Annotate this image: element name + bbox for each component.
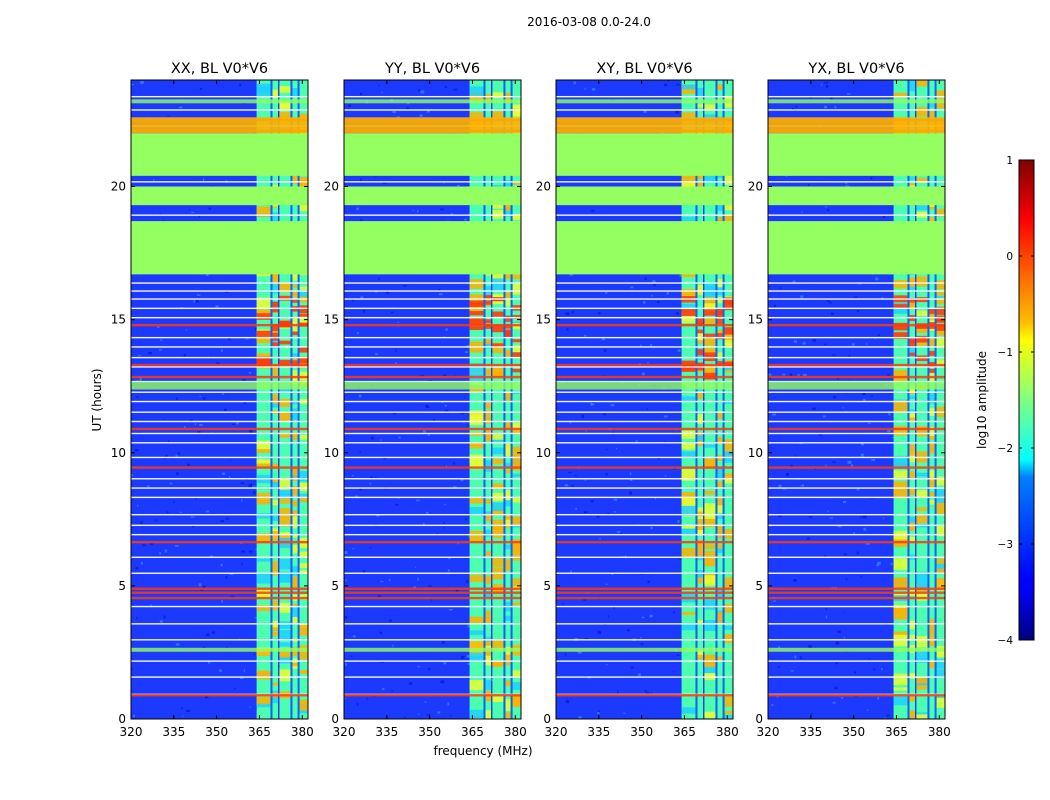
colorbar-tick-label: 1: [1006, 155, 1013, 167]
y-tick-label: 0: [755, 712, 763, 726]
x-tick-label: 320: [120, 725, 143, 739]
y-tick-label: 15: [748, 313, 763, 327]
y-tick-label: 0: [543, 712, 551, 726]
rfi-band: [697, 80, 704, 719]
rfi-band: [492, 80, 504, 719]
y-tick-label: 10: [748, 446, 763, 460]
x-tick-label: 335: [162, 725, 185, 739]
x-tick-label: 365: [673, 725, 696, 739]
rfi-band: [916, 80, 928, 719]
x-tick-label: 335: [375, 725, 398, 739]
y-tick-label: 15: [536, 313, 551, 327]
x-tick-label: 350: [842, 725, 865, 739]
y-tick-label: 5: [755, 579, 763, 593]
x-tick-label: 380: [928, 725, 951, 739]
y-tick-label: 5: [331, 579, 339, 593]
panel-1: XX, BL V0*V6 320 335 350 365 380 0 5 10 15 20: [111, 61, 314, 739]
x-tick-label: 335: [587, 725, 610, 739]
x-tick-label: 380: [504, 725, 527, 739]
heatmap-image: [344, 80, 521, 719]
plot-frame: [130, 79, 309, 720]
panel-3: XY, BL V0*V6 320 335 350 365 380 0 5 10 15 20: [536, 61, 739, 739]
x-tick-label: 380: [291, 725, 314, 739]
y-tick-label: 5: [543, 579, 551, 593]
x-tick-label: 320: [333, 725, 356, 739]
colorbar-tick-label: −3: [998, 539, 1013, 551]
x-tick-label: 350: [205, 725, 228, 739]
y-tick-label: 15: [324, 313, 339, 327]
rfi-band: [909, 80, 916, 719]
x-tick-label: 320: [757, 725, 780, 739]
y-tick-label: 20: [748, 180, 763, 194]
flagged-block: [131, 221, 308, 275]
x-tick-label: 350: [630, 725, 653, 739]
panel-4: YX, BL V0*V6 320 335 350 365 380 0 5 10 15 20: [748, 61, 951, 739]
x-tick-label: 365: [248, 725, 271, 739]
y-tick-label: 0: [331, 712, 339, 726]
flagged-block: [344, 221, 521, 275]
x-tick-label: 350: [418, 725, 441, 739]
flagged-block: [556, 133, 733, 176]
y-tick-label: 0: [118, 712, 126, 726]
panel-title: YY, BL V0*V6: [384, 61, 480, 77]
plot-frame: [343, 79, 522, 720]
y-tick-label: 20: [324, 180, 339, 194]
heatmap-image: [556, 80, 733, 719]
colorbar-tick-label: 0: [1006, 251, 1013, 263]
rfi-band: [485, 80, 492, 719]
colorbar-tick-label: −4: [998, 635, 1014, 647]
colorbar-gradient: [1018, 159, 1035, 641]
rfi-band: [512, 80, 521, 719]
y-tick-label: 10: [536, 446, 551, 460]
flagged-block: [768, 221, 945, 275]
panel-title: XX, BL V0*V6: [171, 61, 268, 77]
flagged-block: [768, 186, 945, 206]
rfi-band: [724, 80, 733, 719]
plot-frame: [767, 79, 946, 720]
x-axis-label: frequency (MHz): [433, 744, 532, 758]
y-tick-label: 5: [118, 579, 126, 593]
y-tick-label: 20: [536, 180, 551, 194]
y-tick-label: 20: [111, 180, 126, 194]
x-tick-label: 380: [716, 725, 739, 739]
colorbar: 1 0 −1 −2 −3 −4 log10 amplitude: [975, 155, 1035, 647]
x-tick-label: 320: [545, 725, 568, 739]
rfi-band: [292, 80, 299, 719]
flagged-block: [556, 186, 733, 206]
heatmap-image: [768, 80, 945, 719]
y-tick-label: 10: [324, 446, 339, 460]
colorbar-label: log10 amplitude: [975, 351, 989, 449]
flagged-block: [131, 133, 308, 176]
panel-title: YX, BL V0*V6: [807, 61, 904, 77]
rfi-band: [704, 80, 716, 719]
flagged-block: [768, 133, 945, 176]
flagged-block: [131, 186, 308, 206]
colorbar-tick-label: −1: [998, 347, 1013, 359]
figure-title: 2016-03-08 0.0-24.0: [527, 15, 651, 29]
panel-title: XY, BL V0*V6: [596, 61, 692, 77]
flagged-block: [344, 186, 521, 206]
x-tick-label: 365: [461, 725, 484, 739]
panel-2: YY, BL V0*V6 320 335 350 365 380 0 5 10 15 20: [324, 61, 527, 739]
y-tick-label: 15: [111, 313, 126, 327]
y-axis-label: UT (hours): [90, 368, 104, 431]
rfi-band: [717, 80, 724, 719]
heatmap-image: [131, 80, 308, 719]
flagged-block: [556, 221, 733, 275]
x-tick-label: 335: [799, 725, 822, 739]
x-tick-label: 365: [885, 725, 908, 739]
flagged-block: [344, 133, 521, 176]
y-tick-label: 10: [111, 446, 126, 460]
plot-frame: [555, 79, 734, 720]
rfi-band: [936, 80, 945, 719]
colorbar-tick-label: −2: [998, 443, 1013, 455]
